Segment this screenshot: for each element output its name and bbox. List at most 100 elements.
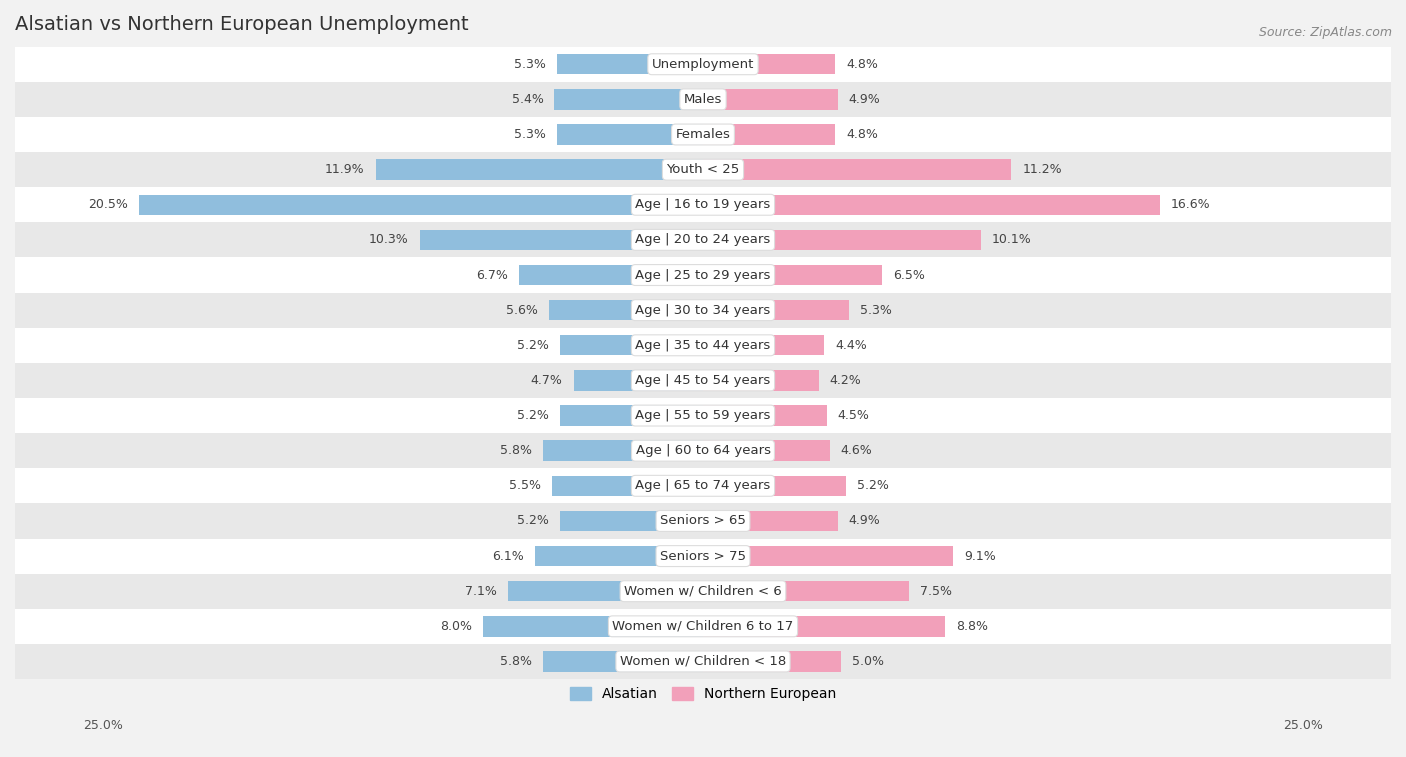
- Text: 7.1%: 7.1%: [465, 584, 496, 598]
- Text: Age | 45 to 54 years: Age | 45 to 54 years: [636, 374, 770, 387]
- Text: 5.5%: 5.5%: [509, 479, 541, 492]
- Bar: [560, 405, 703, 425]
- Text: 7.5%: 7.5%: [921, 584, 952, 598]
- Bar: [519, 265, 703, 285]
- Bar: [15, 223, 1391, 257]
- Bar: [703, 265, 882, 285]
- Bar: [15, 117, 1391, 152]
- Text: 25.0%: 25.0%: [1284, 718, 1323, 732]
- Text: 10.1%: 10.1%: [993, 233, 1032, 246]
- Text: 25.0%: 25.0%: [83, 718, 122, 732]
- Text: 4.8%: 4.8%: [846, 58, 877, 70]
- Bar: [703, 124, 835, 145]
- Bar: [560, 511, 703, 531]
- Text: Age | 30 to 34 years: Age | 30 to 34 years: [636, 304, 770, 316]
- Bar: [139, 195, 703, 215]
- Bar: [703, 651, 841, 671]
- Bar: [703, 405, 827, 425]
- Text: Source: ZipAtlas.com: Source: ZipAtlas.com: [1258, 26, 1392, 39]
- Bar: [15, 538, 1391, 574]
- Text: 5.2%: 5.2%: [517, 515, 548, 528]
- Text: Age | 16 to 19 years: Age | 16 to 19 years: [636, 198, 770, 211]
- Text: 4.5%: 4.5%: [838, 409, 870, 422]
- Bar: [554, 89, 703, 110]
- Bar: [557, 54, 703, 74]
- Bar: [574, 370, 703, 391]
- Text: 4.9%: 4.9%: [849, 515, 880, 528]
- Bar: [15, 609, 1391, 644]
- Bar: [15, 47, 1391, 82]
- Bar: [15, 363, 1391, 398]
- Legend: Alsatian, Northern European: Alsatian, Northern European: [564, 682, 842, 707]
- Text: 5.8%: 5.8%: [501, 444, 533, 457]
- Bar: [15, 82, 1391, 117]
- Text: Age | 20 to 24 years: Age | 20 to 24 years: [636, 233, 770, 246]
- Bar: [557, 124, 703, 145]
- Text: 11.9%: 11.9%: [325, 163, 364, 176]
- Text: Males: Males: [683, 93, 723, 106]
- Bar: [508, 581, 703, 601]
- Text: Unemployment: Unemployment: [652, 58, 754, 70]
- Text: Age | 25 to 29 years: Age | 25 to 29 years: [636, 269, 770, 282]
- Text: 4.4%: 4.4%: [835, 339, 868, 352]
- Bar: [543, 441, 703, 461]
- Text: 6.1%: 6.1%: [492, 550, 524, 562]
- Bar: [15, 644, 1391, 679]
- Bar: [15, 398, 1391, 433]
- Bar: [15, 433, 1391, 469]
- Bar: [15, 469, 1391, 503]
- Text: 4.9%: 4.9%: [849, 93, 880, 106]
- Bar: [15, 152, 1391, 187]
- Bar: [703, 511, 838, 531]
- Text: 5.3%: 5.3%: [515, 58, 546, 70]
- Text: 6.5%: 6.5%: [893, 269, 925, 282]
- Bar: [543, 651, 703, 671]
- Text: 4.7%: 4.7%: [531, 374, 562, 387]
- Bar: [15, 293, 1391, 328]
- Text: 10.3%: 10.3%: [368, 233, 409, 246]
- Bar: [703, 335, 824, 356]
- Text: Youth < 25: Youth < 25: [666, 163, 740, 176]
- Text: 6.7%: 6.7%: [475, 269, 508, 282]
- Text: 5.2%: 5.2%: [517, 409, 548, 422]
- Text: Age | 35 to 44 years: Age | 35 to 44 years: [636, 339, 770, 352]
- Bar: [482, 616, 703, 637]
- Text: 16.6%: 16.6%: [1171, 198, 1211, 211]
- Bar: [703, 54, 835, 74]
- Text: 8.8%: 8.8%: [956, 620, 988, 633]
- Text: Seniors > 75: Seniors > 75: [659, 550, 747, 562]
- Bar: [15, 257, 1391, 293]
- Bar: [703, 300, 849, 320]
- Bar: [703, 370, 818, 391]
- Text: 5.8%: 5.8%: [501, 655, 533, 668]
- Bar: [703, 581, 910, 601]
- Text: 9.1%: 9.1%: [965, 550, 997, 562]
- Bar: [419, 229, 703, 250]
- Text: 4.6%: 4.6%: [841, 444, 872, 457]
- Text: Age | 55 to 59 years: Age | 55 to 59 years: [636, 409, 770, 422]
- Bar: [703, 616, 945, 637]
- Text: Women w/ Children 6 to 17: Women w/ Children 6 to 17: [613, 620, 793, 633]
- Text: Age | 60 to 64 years: Age | 60 to 64 years: [636, 444, 770, 457]
- Bar: [703, 475, 846, 496]
- Bar: [703, 89, 838, 110]
- Bar: [703, 195, 1160, 215]
- Bar: [15, 503, 1391, 538]
- Bar: [703, 546, 953, 566]
- Bar: [15, 328, 1391, 363]
- Text: 5.0%: 5.0%: [852, 655, 883, 668]
- Text: Women w/ Children < 6: Women w/ Children < 6: [624, 584, 782, 598]
- Bar: [375, 160, 703, 180]
- Text: 5.2%: 5.2%: [517, 339, 548, 352]
- Bar: [15, 574, 1391, 609]
- Bar: [548, 300, 703, 320]
- Text: 5.4%: 5.4%: [512, 93, 543, 106]
- Text: Alsatian vs Northern European Unemployment: Alsatian vs Northern European Unemployme…: [15, 15, 468, 34]
- Text: 5.3%: 5.3%: [860, 304, 891, 316]
- Text: 20.5%: 20.5%: [89, 198, 128, 211]
- Text: Females: Females: [675, 128, 731, 141]
- Bar: [551, 475, 703, 496]
- Bar: [536, 546, 703, 566]
- Text: Seniors > 65: Seniors > 65: [659, 515, 747, 528]
- Text: 4.2%: 4.2%: [830, 374, 862, 387]
